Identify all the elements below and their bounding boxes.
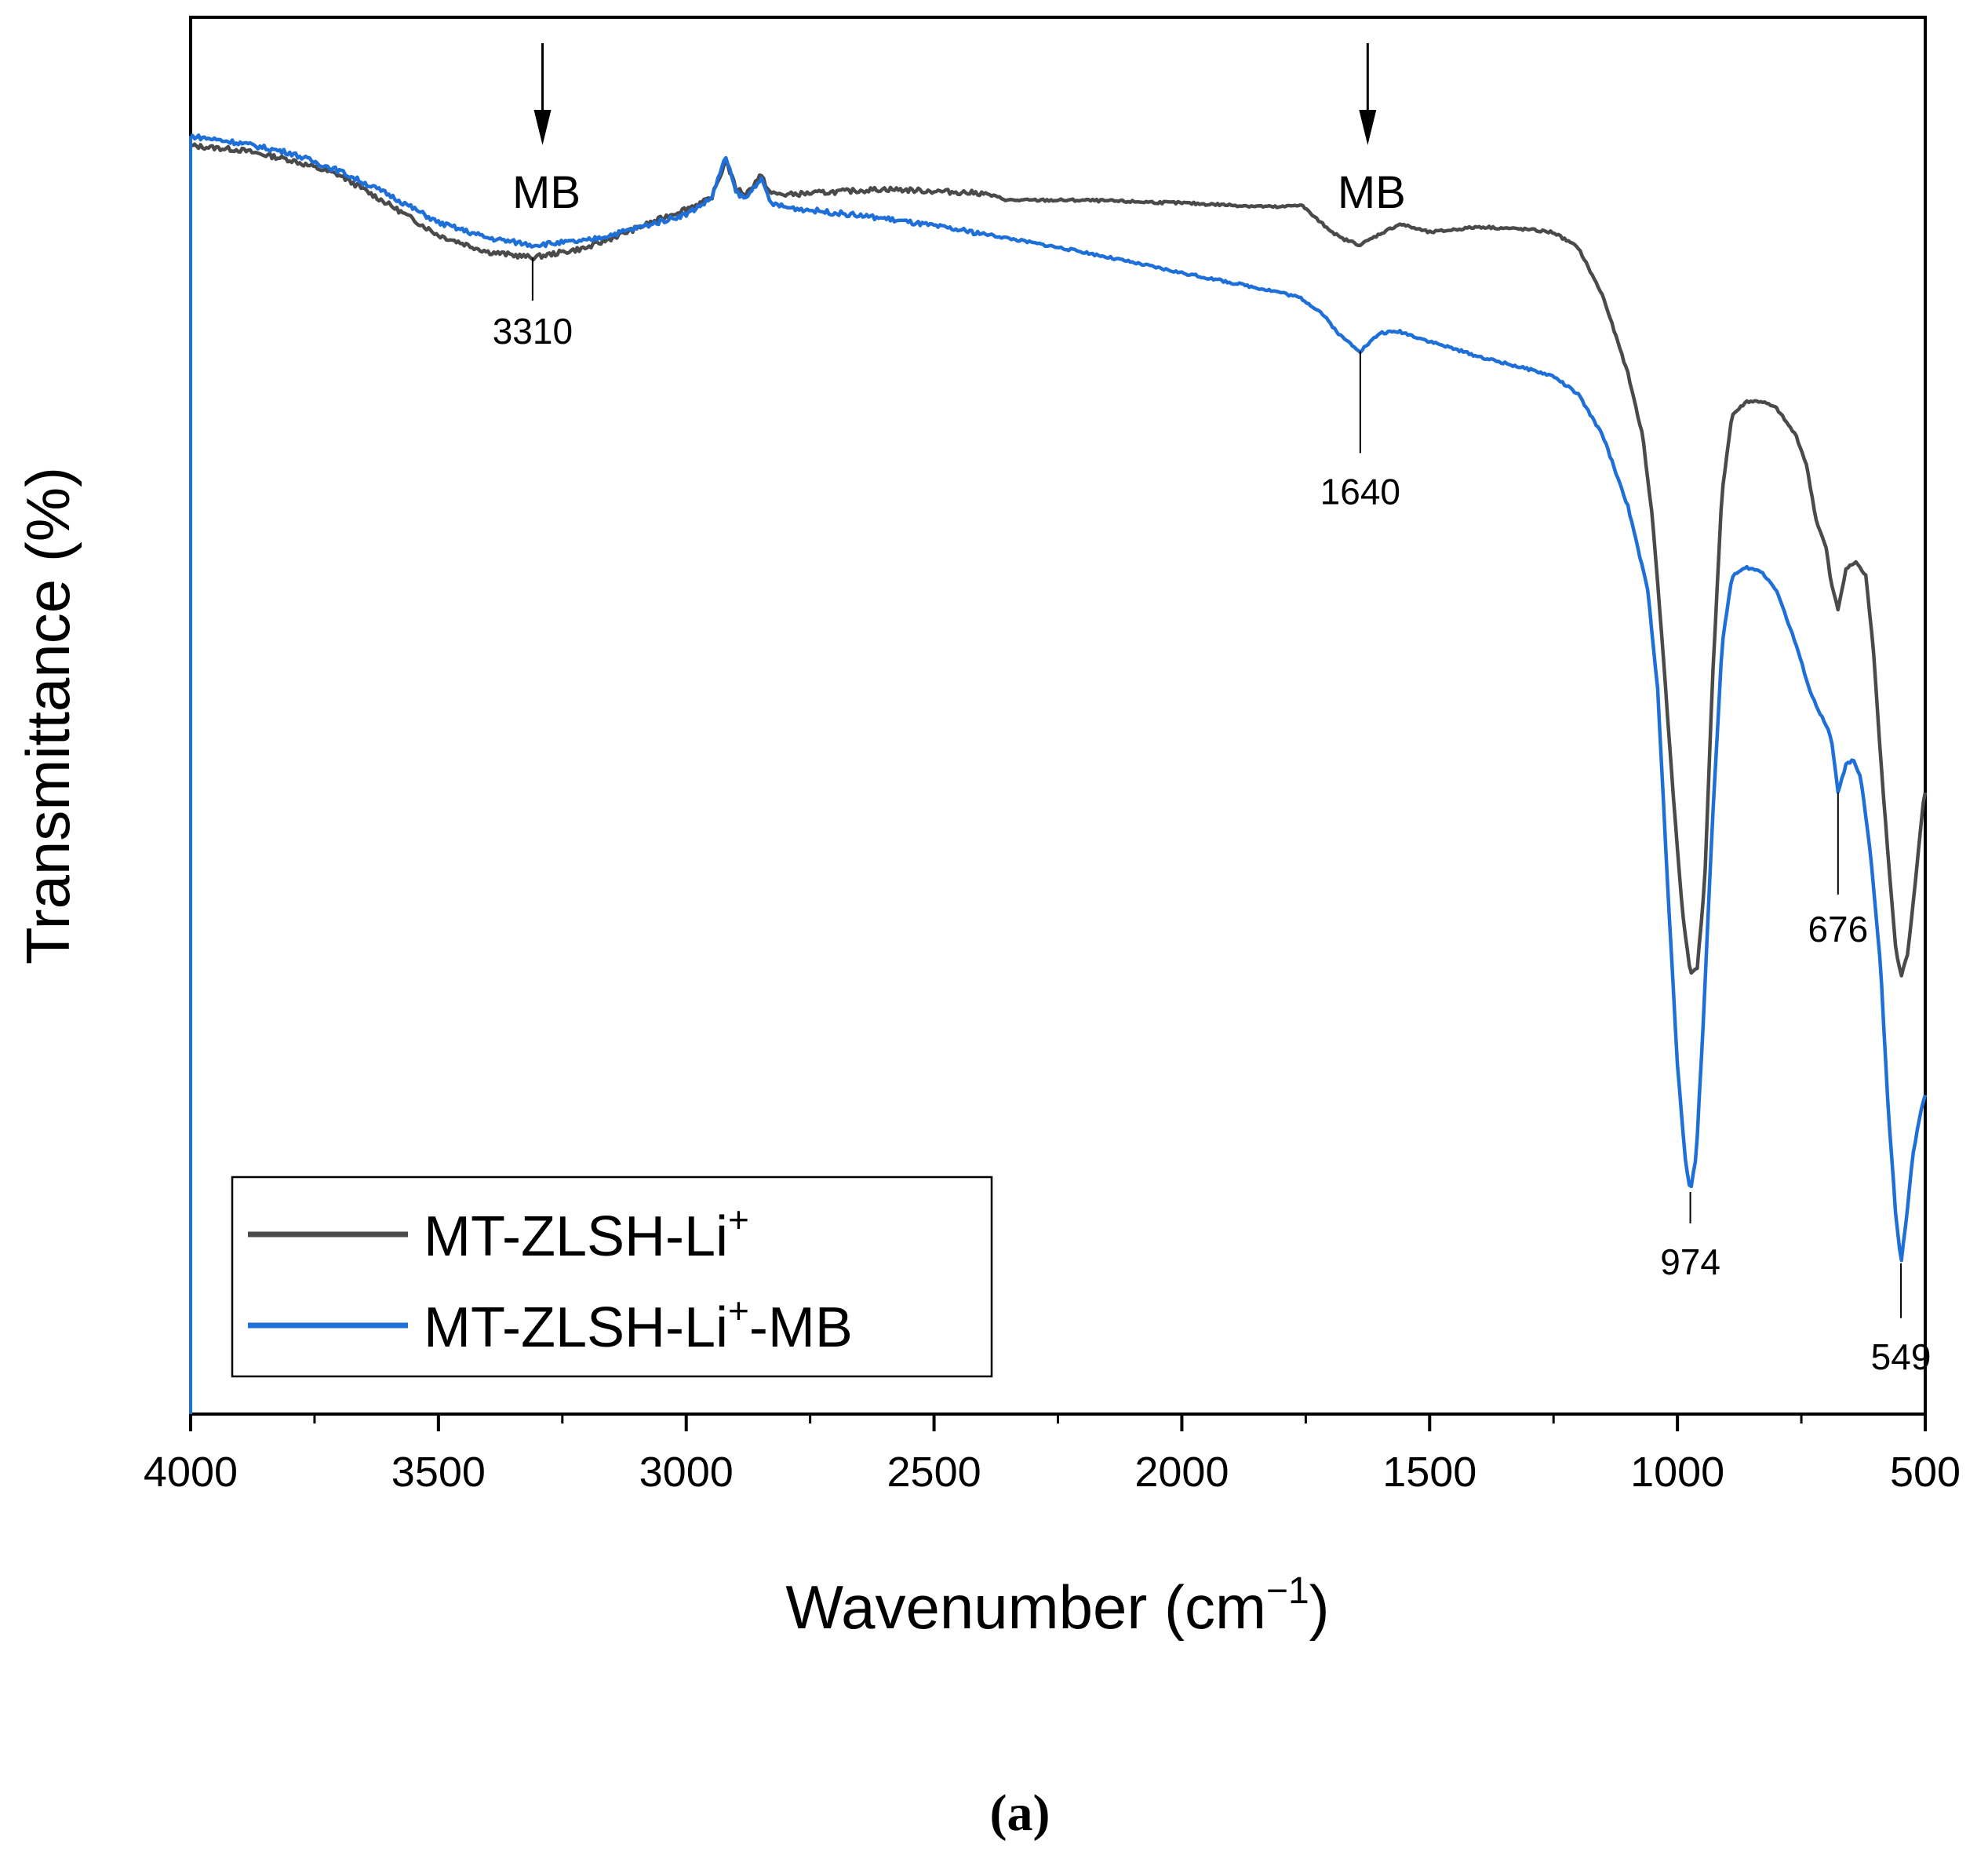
peak-label-3310: 3310 [493, 311, 573, 352]
x-tick-label-2000: 2000 [1134, 1449, 1229, 1496]
x-tick-label-1000: 1000 [1630, 1449, 1724, 1496]
peak-label-1640: 1640 [1320, 471, 1400, 512]
panel-label: (a) [990, 1784, 1050, 1842]
legend-label-series-2: MT-ZLSH-Li+-MB [424, 1290, 853, 1359]
x-axis-title: Wavenumber (cm−1) [785, 1570, 1329, 1642]
peak-label-676: 676 [1808, 909, 1868, 950]
series-line-2 [191, 133, 1928, 1263]
mb-arrow-head-1 [533, 110, 552, 145]
annotation-layer: 3310 1640 974 676 549 [493, 257, 1932, 1377]
legend: MT-ZLSH-Li+ MT-ZLSH-Li+-MB [231, 1176, 993, 1378]
x-tick-label-500: 500 [1890, 1449, 1961, 1496]
x-tick-label-1500: 1500 [1382, 1449, 1476, 1496]
x-tick-label-3000: 3000 [639, 1449, 734, 1496]
mb-arrow-head-2 [1359, 110, 1377, 145]
mb-label-2: MB [1338, 167, 1406, 218]
peak-label-549: 549 [1871, 1336, 1932, 1377]
x-tick-label-3500: 3500 [391, 1449, 486, 1496]
legend-box [231, 1176, 993, 1378]
x-tick-label-4000: 4000 [144, 1449, 238, 1496]
x-tick-label-2500: 2500 [887, 1449, 981, 1496]
x-axis: 4000 3500 3000 2500 2000 1500 1000 500 [144, 1414, 1961, 1496]
mb-label-1: MB [512, 167, 581, 218]
series-layer [189, 133, 1928, 1414]
peak-label-974: 974 [1660, 1241, 1720, 1282]
y-axis-title: Transmittance (%) [13, 467, 82, 964]
series-line-1 [190, 142, 1928, 978]
legend-label-series-1: MT-ZLSH-Li+ [424, 1199, 749, 1268]
arrow-layer: MB MB [512, 43, 1406, 218]
